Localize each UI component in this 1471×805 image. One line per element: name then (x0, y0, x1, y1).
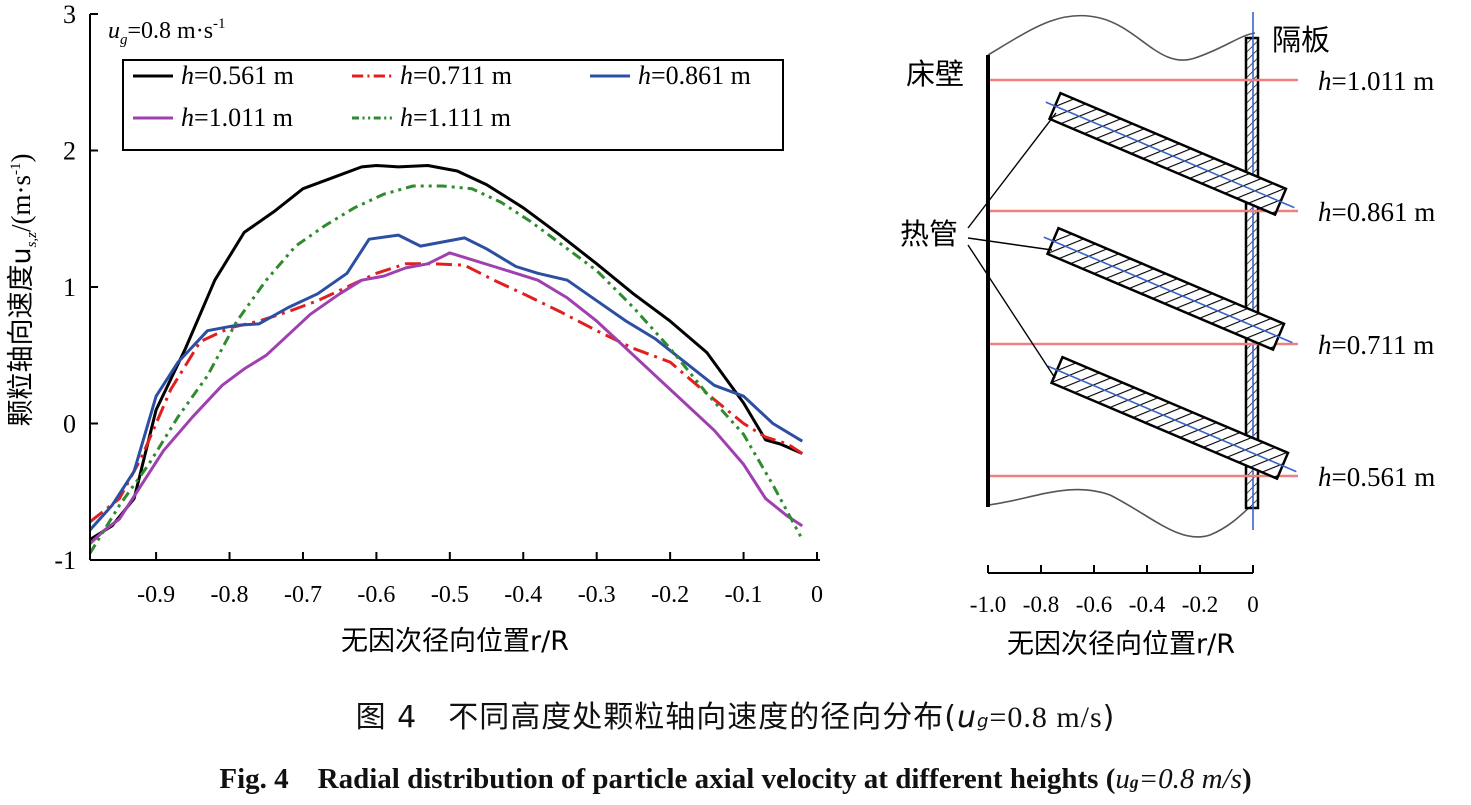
x-tick-label: -0.4 (504, 582, 542, 608)
baffle-label: 隔板 (1272, 23, 1330, 57)
schematic-x-tick-label: -0.4 (1129, 592, 1166, 617)
annotation-ug: ug=0.8 m·s-1 (108, 16, 226, 48)
x-tick-label: -0.6 (357, 582, 395, 608)
x-tick-label: -0.7 (284, 582, 322, 608)
legend-label: h=1.111 m (400, 103, 511, 132)
x-tick-label: 0 (811, 582, 823, 608)
tube-leader-lines (967, 112, 1057, 379)
x-tick-label: -0.5 (431, 582, 469, 608)
heat-pipe (1045, 91, 1295, 217)
height-label: h=1.011 m (1318, 66, 1434, 96)
series-group (88, 164, 804, 554)
height-label: h=0.711 m (1318, 330, 1434, 360)
legend-label: h=0.711 m (400, 61, 512, 90)
heat-pipe-axis (1047, 365, 1297, 473)
legend-box (122, 59, 784, 151)
schematic-x-tick-label: 0 (1247, 592, 1259, 617)
series-line-4 (88, 251, 804, 545)
schematic-x-tick-label: -0.8 (1023, 592, 1059, 617)
y-tick-label: 2 (63, 137, 76, 166)
y-tick-label: 1 (63, 273, 76, 302)
velocity-line-chart: -0.9 -0.8 -0.7 -0.6 -0.5 -0.4 -0.3 -0.2 -0.1 0 -1 0… (6, 0, 823, 657)
heat-pipe (1047, 355, 1297, 481)
legend-label: h=0.861 m (638, 61, 751, 90)
schematic-x-tick-label: -0.2 (1182, 592, 1218, 617)
schematic-x-axis-label: 无因次径向位置r/R (1007, 629, 1235, 660)
heat-pipe-schematic: 床壁 隔板 热管 h=1.011 m h=0.861 m h=0.711 m h=0.… (900, 12, 1435, 660)
axis-ticks: -0.9 -0.8 -0.7 -0.6 -0.5 -0.4 -0.3 -0.2 -0.1 0 -1 0… (54, 0, 823, 608)
height-label: h=0.561 m (1318, 462, 1435, 492)
height-label: h=0.861 m (1318, 197, 1435, 227)
y-tick-label: -1 (54, 546, 76, 575)
legend-label: h=1.011 m (181, 103, 293, 132)
y-axis-label: 颗粒轴向速度us,z/(m·s-1) (6, 153, 40, 426)
height-labels: h=1.011 m h=0.861 m h=0.711 m h=0.561 m (1318, 66, 1435, 492)
bed-bottom-outline (987, 488, 1259, 538)
y-tick-label: 3 (63, 0, 76, 29)
baffle (1244, 36, 1260, 510)
heat-pipes (1043, 91, 1297, 481)
heat-pipe-label: 热管 (900, 217, 958, 251)
heat-pipe (1043, 226, 1293, 352)
schematic-axis-ticks: -1.0 -0.8 -0.6 -0.4 -0.2 0 (970, 565, 1259, 617)
figure-caption-en: Fig. 4 Radial distribution of particle a… (219, 763, 1252, 795)
heat-pipe-axis (1043, 236, 1293, 344)
x-tick-label: -0.1 (725, 582, 763, 608)
schematic-x-tick-label: -1.0 (970, 592, 1006, 617)
bed-top-outline (987, 14, 1256, 61)
figure-caption-zh: 图 4 不同高度处颗粒轴向速度的径向分布(ug=0.8 m/s) (355, 700, 1116, 735)
x-tick-label: -0.8 (211, 582, 249, 608)
y-tick-label: 0 (63, 410, 76, 439)
legend-label: h=0.561 m (181, 61, 294, 90)
x-tick-label: -0.9 (137, 582, 175, 608)
x-axis-label: 无因次径向位置r/R (341, 626, 569, 657)
x-tick-label: -0.3 (578, 582, 616, 608)
series-line-1 (89, 164, 803, 541)
x-tick-label: -0.2 (651, 582, 689, 608)
figure-canvas: -0.9 -0.8 -0.7 -0.6 -0.5 -0.4 -0.3 -0.2 -0.1 0 -1 0… (6, 0, 1435, 660)
series-line-3 (88, 233, 804, 531)
height-lines (990, 78, 1298, 478)
heat-pipe-axis (1045, 101, 1295, 209)
schematic-x-tick-label: -0.6 (1076, 592, 1112, 617)
legend: h=0.561 m h=0.711 m h=0.861 m h=1.011 m h=1.… (122, 59, 784, 151)
wall-label: 床壁 (906, 57, 964, 91)
